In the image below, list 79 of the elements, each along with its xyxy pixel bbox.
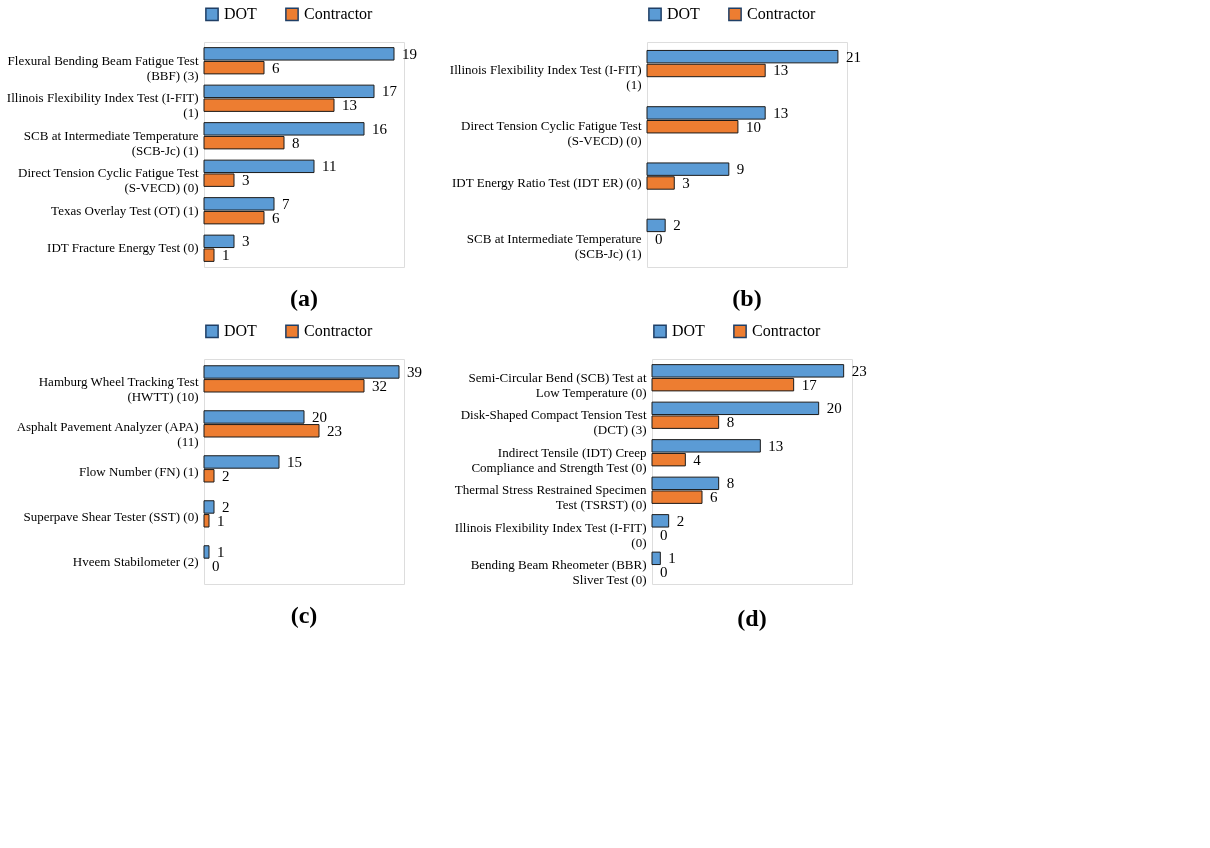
y-tick-label: Disk-Shaped Compact Tension Test (DCT) (3) [460,407,647,438]
data-label: 1 [222,247,230,264]
legend-label: Contractor [304,322,374,340]
data-label: 21 [845,48,861,65]
data-label: 2 [676,512,685,529]
bar [651,551,661,566]
y-tick-label: Asphalt Pavement Analyzer (APA) (11) [16,418,199,449]
y-tick-label: Illinois Flexibility Index Test (I-FIT) (1) [449,62,642,93]
data-label: 13 [342,97,357,114]
data-label: 6 [272,59,280,76]
data-label: 1 [217,512,225,529]
y-tick-label: IDT Fracture Energy Test (0) [47,240,199,256]
legend-label: DOT [672,322,706,340]
data-label: 0 [660,526,668,543]
data-label: 6 [272,209,280,226]
data-label: 2 [222,467,230,484]
y-tick-label: Texas Overlay Test (OT) (1) [51,202,199,218]
legend-label: DOT [224,322,258,340]
legend-label: DOT [224,5,258,23]
y-tick-label: Flexural Bending Beam Fatigue Test (BBF) (3) [7,52,199,83]
legend-label: Contractor [747,5,817,23]
y-tick-label: SCB at Intermediate Temperature (SCB-Jc) (1) [23,127,199,158]
data-label: 20 [312,408,327,425]
data-label: 23 [327,422,342,439]
data-label: 8 [726,414,735,431]
legend-label: Contractor [752,322,822,340]
data-label: 6 [710,489,718,506]
y-tick-label: Hamburg Wheel Tracking Test (HWTT) (10) [38,373,199,404]
y-tick-label: Superpave Shear Tester (SST) (0) [23,508,199,524]
data-label: 7 [282,195,290,212]
data-label: 9 [736,161,745,178]
text: (c) [290,602,318,628]
data-label: 3 [242,172,250,189]
data-label: 39 [407,363,422,380]
data-label: 13 [773,62,789,79]
data-label: 13 [773,104,789,121]
bar [646,218,666,233]
data-label: 0 [655,231,663,248]
data-label: 10 [745,118,761,135]
data-label: 3 [242,233,250,250]
y-tick-label: Hveem Stabilometer (2) [72,553,199,569]
data-label: 23 [851,362,867,379]
data-label: 15 [287,453,302,470]
data-label: 3 [682,174,690,191]
y-tick-label: Indirect Tensile (IDT) Creep Compliance and Strength Test (0) [471,444,647,475]
bar [203,545,210,559]
data-label: 16 [372,120,388,137]
y-tick-label: Illinois Flexibility Index Test (I-FIT) (0) [454,519,647,550]
data-label: 0 [660,564,668,581]
y-tick-label: Direct Tension Cyclic Fatigue Test (S-VECD) (0) [461,118,642,149]
y-tick-label: SCB at Intermediate Temperature (SCB-Jc) (1) [466,230,642,261]
data-label: 13 [768,437,784,454]
y-tick-label: Direct Tension Cyclic Fatigue Test (S-VECD) (0) [18,165,199,196]
data-label: 17 [801,376,818,393]
y-tick-label: Bending Beam Rheometer (BBR) Sliver Test (0) [470,557,647,588]
data-label: 4 [693,451,702,468]
data-label: 11 [322,158,337,175]
y-tick-label: Thermal Stress Restrained Specimen Test (TSRST) (0) [454,482,647,513]
bar [651,514,670,528]
y-tick-label: IDT Energy Ratio Test (IDT ER) (0) [452,174,642,190]
data-label: 19 [402,45,417,62]
data-label: 0 [212,557,220,574]
text: (d) [737,604,767,631]
data-label: 1 [668,550,676,567]
y-tick-label: Flow Number (FN) (1) [78,463,199,479]
data-label: 1 [217,543,225,560]
data-label: 32 [372,377,387,394]
legend-label: Contractor [304,5,374,23]
data-label: 8 [726,475,735,492]
text: (b) [732,285,762,311]
legend-label: DOT [667,5,701,23]
y-tick-label: Semi-Circular Bend (SCB) Test at Low Temperature (0) [468,369,647,400]
data-label: 17 [382,83,398,100]
data-label: 2 [673,217,681,234]
data-label: 2 [222,498,230,515]
y-tick-label: Illinois Flexibility Index Test (I-FIT) (1) [6,90,199,121]
data-label: 20 [826,400,842,417]
data-label: 8 [292,134,300,151]
text: (a) [290,285,318,311]
